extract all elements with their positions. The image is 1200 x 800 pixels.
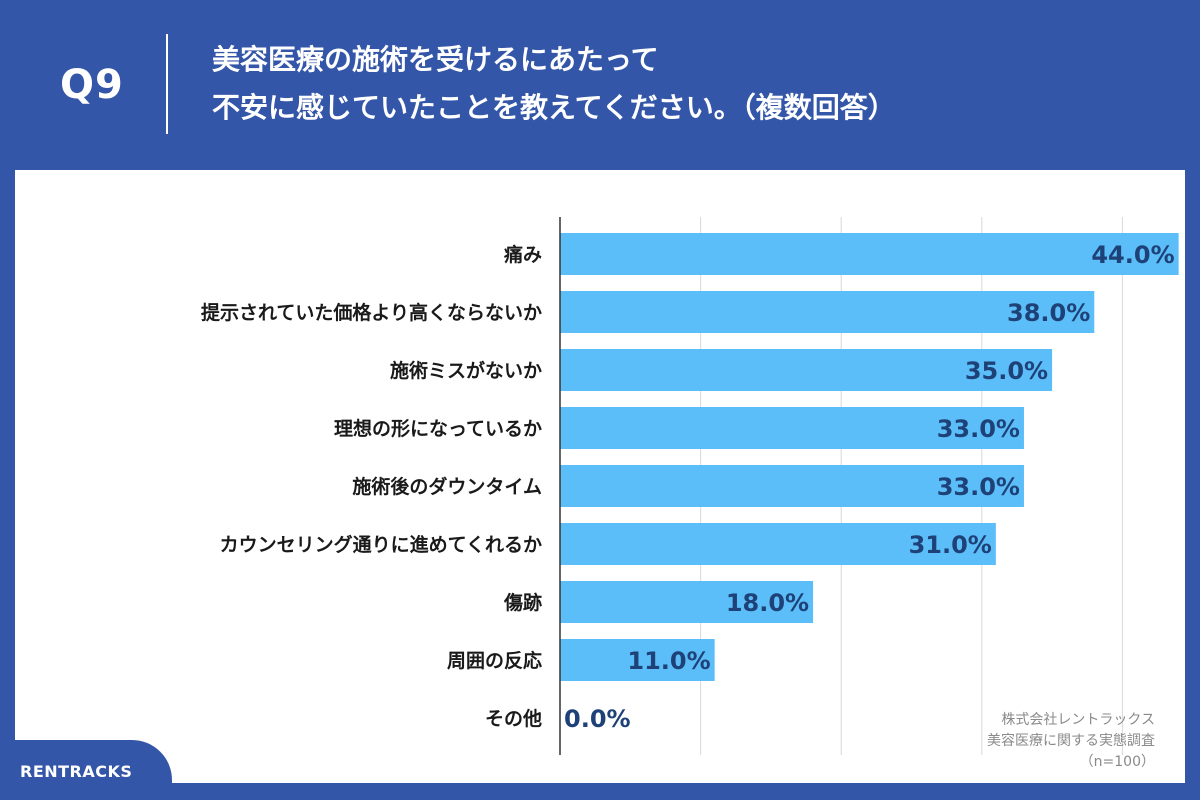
category-label: カウンセリング通りに進めてくれるか — [220, 533, 542, 556]
category-label: 施術後のダウンタイム — [352, 475, 542, 498]
question-title: 美容医療の施術を受けるにあたって 不安に感じていたことを教えてください。（複数回… — [212, 36, 1172, 132]
header-divider — [166, 34, 168, 134]
bar — [560, 465, 1024, 507]
bar-chart: 痛み 44.0% 提示されていた価格より高くならないか 38.0% 施術ミスがないか 35… — [201, 217, 1179, 755]
source-sample-size: （n=100） — [1079, 754, 1155, 770]
value-label: 44.0% — [1091, 241, 1174, 269]
brand-logo-text: RENTRACKS — [20, 762, 133, 781]
category-label: 提示されていた価格より高くならないか — [201, 301, 542, 324]
category-label: 施術ミスがないか — [390, 359, 542, 382]
value-label: 33.0% — [937, 473, 1020, 501]
value-label: 0.0% — [564, 705, 631, 733]
value-label: 33.0% — [937, 415, 1020, 443]
source-company: 株式会社レントラックス — [1001, 712, 1155, 728]
category-label: 理想の形になっているか — [334, 417, 542, 440]
value-label: 18.0% — [726, 589, 809, 617]
category-label: 痛み — [504, 243, 542, 266]
category-label: 周囲の反応 — [447, 649, 542, 672]
source-note: 株式会社レントラックス 美容医療に関する実態調査 （n=100） — [987, 710, 1155, 773]
value-label: 38.0% — [1007, 299, 1090, 327]
value-label: 35.0% — [965, 357, 1048, 385]
bar — [560, 407, 1024, 449]
bar — [560, 581, 814, 623]
question-title-line-1: 美容医療の施術を受けるにあたって — [212, 43, 659, 76]
chart-panel: 痛み 44.0% 提示されていた価格より高くならないか 38.0% 施術ミスがないか 35… — [15, 170, 1185, 783]
question-number: Q9 — [60, 62, 124, 108]
value-label: 11.0% — [627, 647, 710, 675]
bar — [560, 639, 715, 681]
bar — [560, 291, 1095, 333]
value-label: 31.0% — [909, 531, 992, 559]
source-survey: 美容医療に関する実態調査 — [987, 733, 1155, 749]
brand-tab: RENTRACKS — [0, 740, 172, 800]
category-label: その他 — [485, 707, 542, 730]
category-label: 傷跡 — [503, 591, 542, 614]
question-title-line-2: 不安に感じていたことを教えてください。（複数回答） — [212, 91, 896, 124]
bar — [560, 523, 996, 565]
bar — [560, 233, 1179, 275]
bar — [560, 349, 1053, 391]
